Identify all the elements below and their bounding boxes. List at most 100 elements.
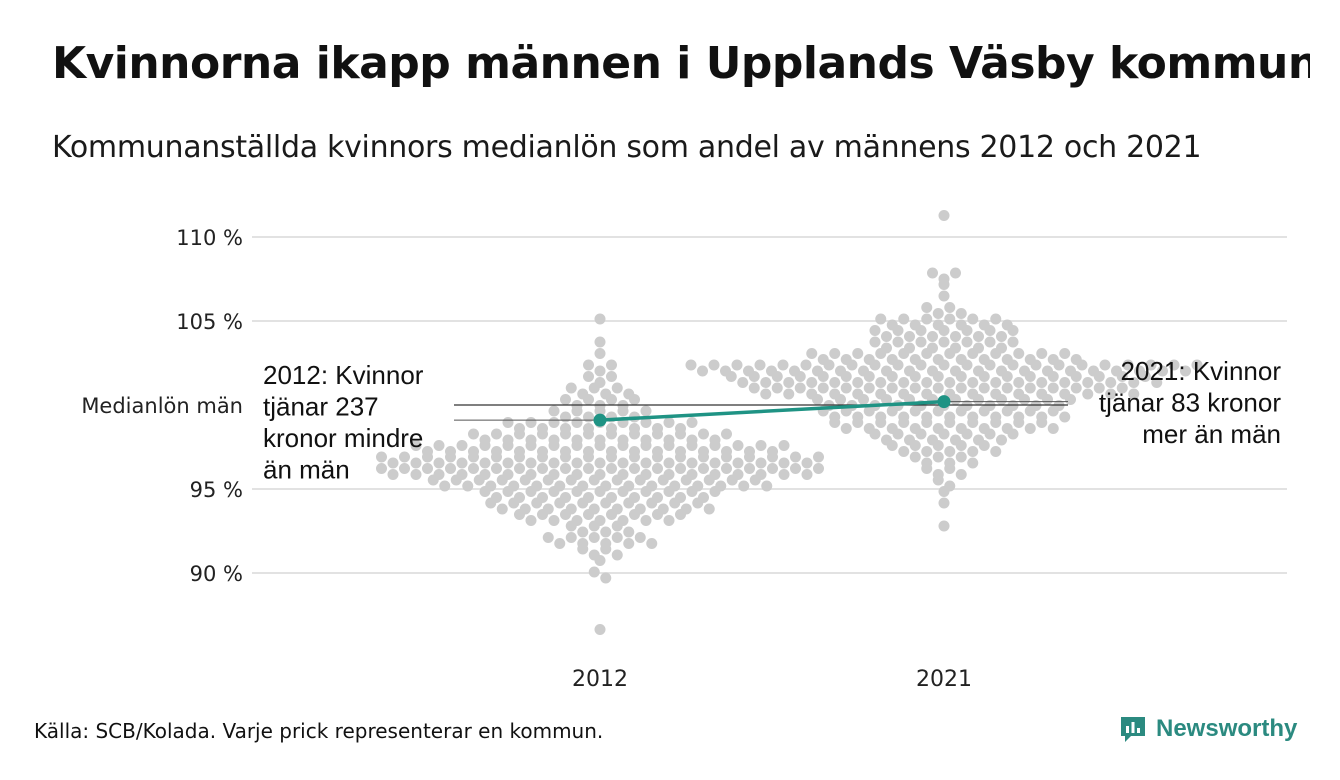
municipality-dot	[990, 313, 1002, 325]
municipality-dot	[744, 463, 755, 474]
municipality-dot	[1116, 382, 1128, 394]
municipality-dot	[709, 486, 721, 497]
municipality-dot	[760, 388, 772, 400]
municipality-dot	[376, 451, 387, 463]
municipality-dot	[542, 532, 554, 543]
municipality-dot	[938, 486, 950, 497]
municipality-dot	[634, 532, 646, 543]
municipality-dot	[640, 486, 652, 497]
municipality-dot	[748, 371, 760, 382]
municipality-dot	[537, 463, 548, 474]
municipality-dot	[778, 457, 790, 469]
municipality-dot	[525, 457, 537, 469]
municipality-dot	[1070, 371, 1082, 382]
municipality-dot	[938, 290, 950, 302]
municipality-dot	[594, 440, 606, 451]
municipality-dot	[514, 492, 525, 503]
municipality-dot	[806, 348, 818, 359]
municipality-dot	[629, 446, 640, 457]
municipality-dot	[410, 440, 422, 451]
municipality-dot	[915, 336, 927, 348]
y-tick-label: 95 %	[190, 478, 243, 502]
municipality-dot	[433, 440, 445, 451]
municipality-dot	[915, 325, 927, 336]
municipality-dot	[675, 509, 686, 520]
municipality-dot	[921, 417, 933, 428]
municipality-dot	[1047, 354, 1059, 365]
municipality-dot	[548, 469, 560, 480]
municipality-dot	[1047, 382, 1059, 394]
municipality-dot	[829, 348, 841, 359]
municipality-dot	[984, 336, 996, 348]
municipality-dot	[1145, 359, 1157, 371]
municipality-dot	[617, 515, 629, 526]
municipality-dot	[1191, 359, 1203, 371]
municipality-dot	[852, 348, 864, 359]
municipality-dot	[617, 469, 629, 480]
municipality-dot	[927, 331, 938, 342]
reference-line-label: Medianlön män	[81, 394, 243, 418]
municipality-dot	[675, 446, 686, 457]
municipality-dot	[560, 509, 571, 520]
municipality-dot	[996, 434, 1007, 446]
municipality-dot	[990, 417, 1002, 428]
municipality-dot	[731, 359, 743, 371]
municipality-dot	[944, 313, 956, 325]
municipality-dot	[548, 440, 560, 451]
municipality-dot	[525, 469, 537, 480]
municipality-dot	[502, 417, 514, 428]
municipality-dot	[606, 371, 617, 382]
municipality-dot	[996, 394, 1007, 405]
municipality-dot	[594, 555, 606, 566]
municipality-dot	[927, 267, 938, 279]
municipality-dot	[1139, 371, 1151, 382]
municipality-dot	[445, 446, 456, 457]
municipality-dot	[640, 405, 652, 417]
municipality-dot	[1001, 354, 1013, 365]
municipality-dot	[686, 486, 698, 497]
municipality-dot	[904, 331, 915, 342]
municipality-dot	[1024, 371, 1036, 382]
municipality-dot	[790, 451, 801, 463]
municipality-dot	[652, 423, 663, 434]
municipality-dot	[932, 451, 944, 463]
municipality-dot	[1122, 359, 1134, 371]
municipality-dot	[967, 313, 979, 325]
municipality-dot	[548, 457, 560, 469]
municipality-dot	[967, 348, 979, 359]
municipality-dot	[514, 509, 525, 520]
municipality-dot	[996, 331, 1007, 342]
municipality-dot	[376, 463, 387, 474]
municipality-dot	[732, 440, 744, 451]
municipality-dot	[967, 457, 979, 469]
municipality-dot	[703, 503, 715, 515]
municipality-dot	[1082, 388, 1094, 400]
municipality-dot	[663, 486, 675, 497]
municipality-dot	[577, 538, 589, 549]
municipality-dot	[537, 423, 548, 434]
municipality-dot	[479, 457, 491, 469]
municipality-dot	[594, 365, 606, 377]
municipality-dot	[863, 371, 875, 382]
municipality-dot	[629, 509, 640, 520]
municipality-dot	[611, 382, 623, 394]
annotation-2012-line: kronor mindre	[263, 423, 423, 453]
municipality-dot	[548, 405, 560, 417]
municipality-dot	[491, 492, 502, 503]
municipality-dot	[640, 469, 652, 480]
municipality-dot	[938, 325, 950, 336]
municipality-dot	[852, 417, 864, 428]
municipality-dot	[571, 515, 583, 526]
municipality-dot	[1036, 417, 1048, 428]
brand-name: Newsworthy	[1156, 715, 1298, 742]
municipality-dot	[950, 394, 961, 405]
municipality-dot	[944, 417, 956, 428]
municipality-dot	[697, 365, 708, 377]
municipality-dot	[594, 515, 606, 526]
municipality-dot	[502, 440, 514, 451]
x-tick-label: 2012	[572, 667, 628, 692]
municipality-dot	[479, 486, 491, 497]
municipality-dot	[778, 440, 790, 451]
municipality-dot	[886, 371, 898, 382]
municipality-dot	[456, 469, 468, 480]
